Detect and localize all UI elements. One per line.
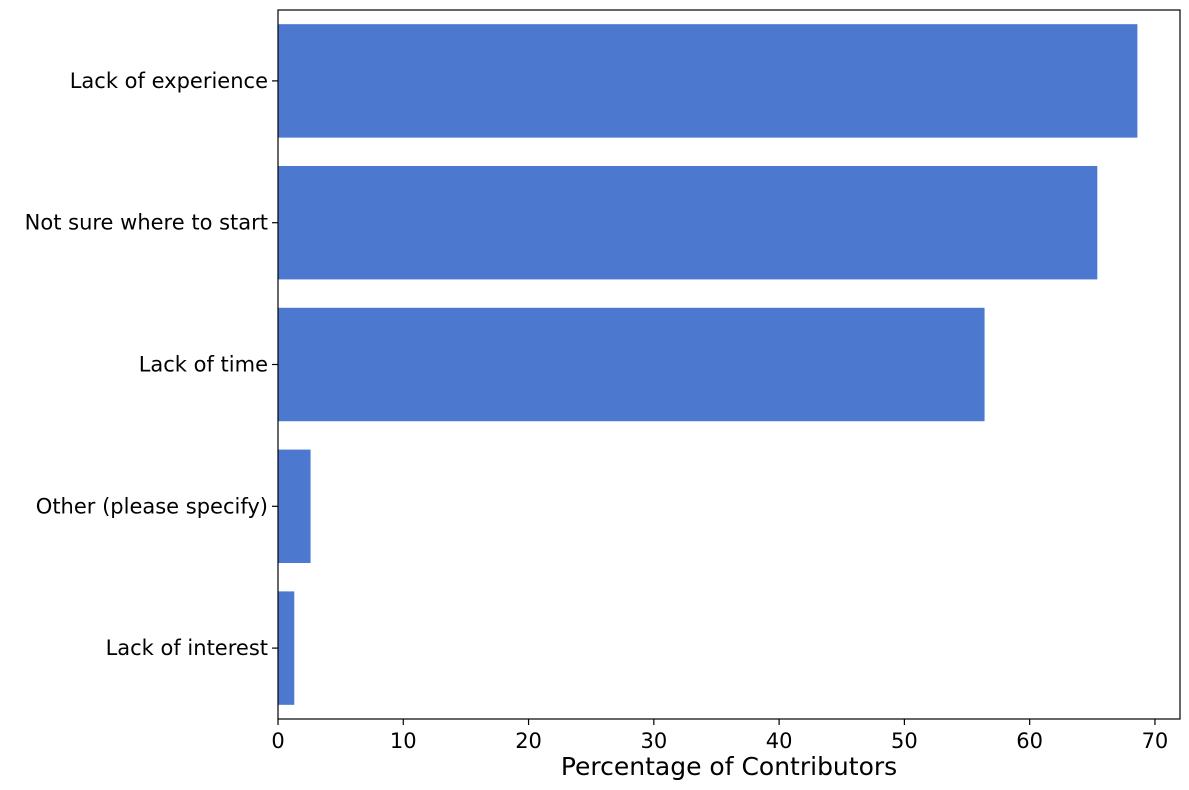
x-tick-label: 10 bbox=[390, 729, 417, 753]
bar-lack-of-time bbox=[278, 307, 985, 422]
y-tick-label: Lack of time bbox=[139, 353, 268, 377]
y-tick-label: Lack of interest bbox=[106, 636, 268, 660]
y-tick-label: Other (please specify) bbox=[36, 494, 268, 518]
bar-other-please-specify bbox=[278, 449, 311, 564]
bar-lack-of-experience bbox=[278, 24, 1138, 138]
x-tick-label: 40 bbox=[766, 729, 793, 753]
x-tick-label: 20 bbox=[515, 729, 542, 753]
x-tick-label: 50 bbox=[891, 729, 918, 753]
bar-lack-of-interest bbox=[278, 591, 295, 705]
bar-not-sure-where-to-start bbox=[278, 165, 1098, 280]
bars bbox=[278, 24, 1138, 705]
x-axis-title: Percentage of Contributors bbox=[561, 752, 897, 781]
x-tick-label: 0 bbox=[271, 729, 284, 753]
x-tick-label: 30 bbox=[640, 729, 667, 753]
y-axis: Lack of experience Not sure where to star… bbox=[25, 69, 278, 660]
y-tick-label: Lack of experience bbox=[70, 69, 268, 93]
y-tick-label: Not sure where to start bbox=[25, 211, 268, 235]
x-axis: 0 10 20 30 40 50 60 70 bbox=[271, 719, 1168, 753]
x-tick-label: 70 bbox=[1142, 729, 1169, 753]
x-tick-label: 60 bbox=[1016, 729, 1043, 753]
